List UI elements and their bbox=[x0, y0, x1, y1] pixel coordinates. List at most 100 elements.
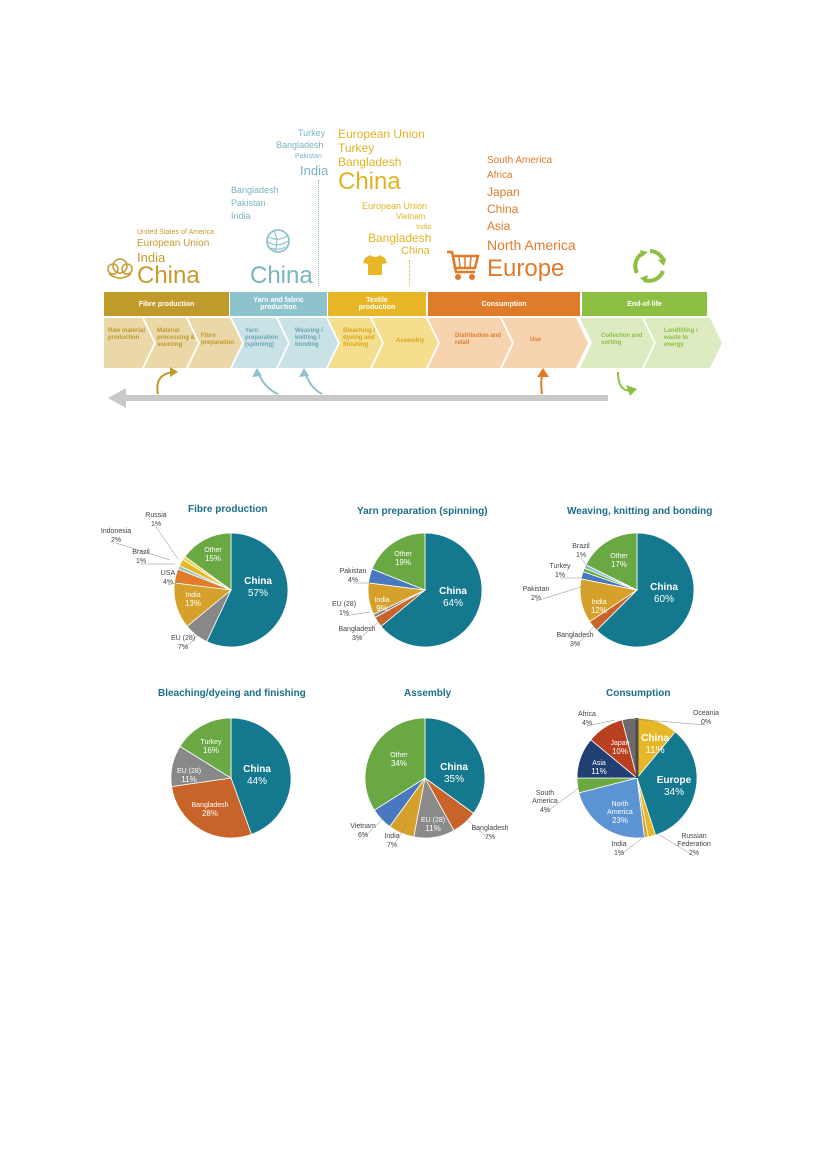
label-pakistan: Pakistan 2% bbox=[523, 586, 550, 602]
leader-brazil bbox=[580, 557, 590, 570]
pie-title-fibre-production: Fibre production bbox=[188, 504, 268, 515]
fibre-country-china: China bbox=[137, 262, 200, 289]
label-africa: Africa 4% bbox=[578, 711, 596, 727]
leader-russia bbox=[155, 526, 179, 560]
stage-textile-production: Textile production bbox=[328, 292, 426, 316]
slice-bangladesh bbox=[171, 777, 253, 839]
stage-end-of-life: End-of-life bbox=[582, 292, 707, 316]
label-oceania: Oceania 0% bbox=[693, 710, 719, 726]
step-collection bbox=[580, 318, 654, 368]
yarn-ball-icon bbox=[266, 229, 290, 253]
pie-title-weaving: Weaving, knitting and bonding bbox=[567, 506, 713, 517]
leader-eu-28 bbox=[182, 627, 206, 651]
label-brazil: Brazil 1% bbox=[572, 543, 590, 559]
label-bangladesh: Bangladesh 7% bbox=[472, 825, 509, 841]
pie-assembly: China 35% Bangladesh 7% EU (28) 11% India 7% Vie… bbox=[350, 717, 509, 849]
assembly-country-eu: European Union bbox=[362, 201, 428, 211]
consumption-country-asia: Asia bbox=[487, 219, 511, 233]
slice-china bbox=[206, 532, 289, 648]
label-eu-28: EU (28) 11% bbox=[177, 768, 201, 784]
label-south-america: South America 4% bbox=[532, 790, 558, 814]
step-use bbox=[502, 318, 588, 368]
label-other: Other 34% bbox=[390, 752, 408, 768]
slice-turkey bbox=[179, 717, 232, 779]
label-india: India 9% bbox=[374, 597, 389, 613]
pie-bleaching-dyeing-and-finishing: China 44% Bangladesh 28% EU (28) 11% Turkey 16% bbox=[170, 717, 292, 839]
feedback-arrows bbox=[108, 367, 637, 408]
slice-china bbox=[596, 532, 695, 648]
stage-consumption: Consumption bbox=[428, 292, 580, 316]
stage-eol-label: End-of-life bbox=[627, 300, 662, 308]
slice-other bbox=[184, 532, 232, 591]
label-brazil: Brazil 1% bbox=[132, 549, 150, 565]
cotton-icon bbox=[107, 258, 133, 279]
step-label-assembly: Assembly bbox=[396, 338, 425, 344]
leader-africa bbox=[586, 719, 616, 727]
label-russia: Russia 1% bbox=[145, 512, 167, 528]
leader-bangladesh bbox=[574, 621, 599, 648]
consumption-country-africa: Africa bbox=[487, 170, 513, 181]
step-label-yarn-preparation: Yarn preparation (spinning) bbox=[245, 328, 279, 349]
label-china: China 44% bbox=[243, 764, 271, 787]
step-landfilling bbox=[644, 318, 722, 368]
label-other: Other 17% bbox=[610, 553, 628, 569]
step-label-landfilling: Landfilling / waste to energy bbox=[664, 328, 698, 349]
label-vietnam: Vietnam 6% bbox=[350, 823, 376, 839]
pie-title-yarn-preparation: Yarn preparation (spinning) bbox=[357, 506, 488, 517]
assembly-country-bangladesh: Bangladesh bbox=[368, 231, 432, 245]
fibre-country-india: India bbox=[137, 250, 166, 265]
leader-oceania bbox=[632, 718, 707, 726]
label-india: India 7% bbox=[384, 833, 399, 849]
label-europe: Europe 34% bbox=[657, 775, 692, 798]
step-yarn-preparation bbox=[232, 318, 288, 368]
textile-country-eu: European Union bbox=[338, 127, 425, 141]
step-label-distribution: Distribution and retail bbox=[455, 333, 501, 347]
label-china: China 35% bbox=[440, 762, 468, 785]
slice-north-america bbox=[578, 777, 645, 839]
assembly-leader-line bbox=[409, 260, 410, 286]
weaving-country-india: India bbox=[300, 163, 329, 178]
label-india: India 1% bbox=[611, 841, 626, 857]
recycle-icon bbox=[633, 249, 666, 283]
step-label-weaving: Weaving / knitting / bonding bbox=[295, 328, 323, 349]
stage-consumption-label: Consumption bbox=[481, 300, 527, 308]
label-india: India 13% bbox=[185, 592, 201, 608]
label-indonesia: Indonesia 2% bbox=[101, 528, 131, 544]
pie-title-bleaching: Bleaching/dyeing and finishing bbox=[158, 688, 306, 699]
pie-yarn-preparation-spinning: China 64% Bangladesh 3% EU (28) 1% India 9% Paki… bbox=[332, 532, 483, 648]
weaving-country-pakistan: Pakistan bbox=[295, 153, 322, 160]
step-distribution bbox=[428, 318, 512, 368]
stage-textile-label: Textile production bbox=[358, 297, 396, 311]
assembly-country-china: China bbox=[401, 245, 430, 257]
slice-china bbox=[380, 532, 483, 648]
leader-russian-federation bbox=[657, 833, 695, 857]
leader-eu-28 bbox=[343, 611, 371, 617]
leader-south-america bbox=[544, 786, 581, 814]
label-china: China 11% bbox=[641, 733, 669, 756]
consumption-country-china: China bbox=[487, 202, 519, 216]
leader-bangladesh bbox=[464, 817, 491, 841]
pie-consumption: China 11% Europe 34% Russian Federation 2% Indi… bbox=[532, 710, 719, 857]
label-usa: USA 4% bbox=[161, 570, 176, 586]
label-other: Other 19% bbox=[394, 551, 412, 567]
label-bangladesh: Bangladesh 3% bbox=[557, 632, 594, 648]
label-china: China 57% bbox=[244, 576, 272, 599]
label-eu-28: EU (28) 11% bbox=[421, 817, 445, 833]
tshirt-icon bbox=[363, 255, 387, 275]
label-turkey: Turkey 16% bbox=[200, 739, 222, 755]
consumption-country-north-america: North America bbox=[487, 237, 576, 253]
yarn-country-china: China bbox=[250, 262, 313, 289]
leader-pakistan bbox=[535, 585, 585, 602]
textile-country-bangladesh: Bangladesh bbox=[338, 155, 402, 169]
label-eu-28: EU (28) 1% bbox=[332, 601, 356, 617]
process-chevrons bbox=[104, 318, 722, 368]
pie-title-assembly: Assembly bbox=[404, 688, 452, 699]
step-raw-material bbox=[104, 318, 154, 368]
fibre-country-usa: United States of America bbox=[137, 229, 215, 236]
step-label-material-processing: Material processing & sourcing bbox=[157, 328, 196, 349]
slice-other bbox=[364, 717, 426, 811]
leader-vietnam bbox=[362, 817, 385, 839]
yarn-country-pakistan: Pakistan bbox=[231, 198, 266, 208]
stage-fibre-production: Fibre production bbox=[104, 292, 229, 316]
